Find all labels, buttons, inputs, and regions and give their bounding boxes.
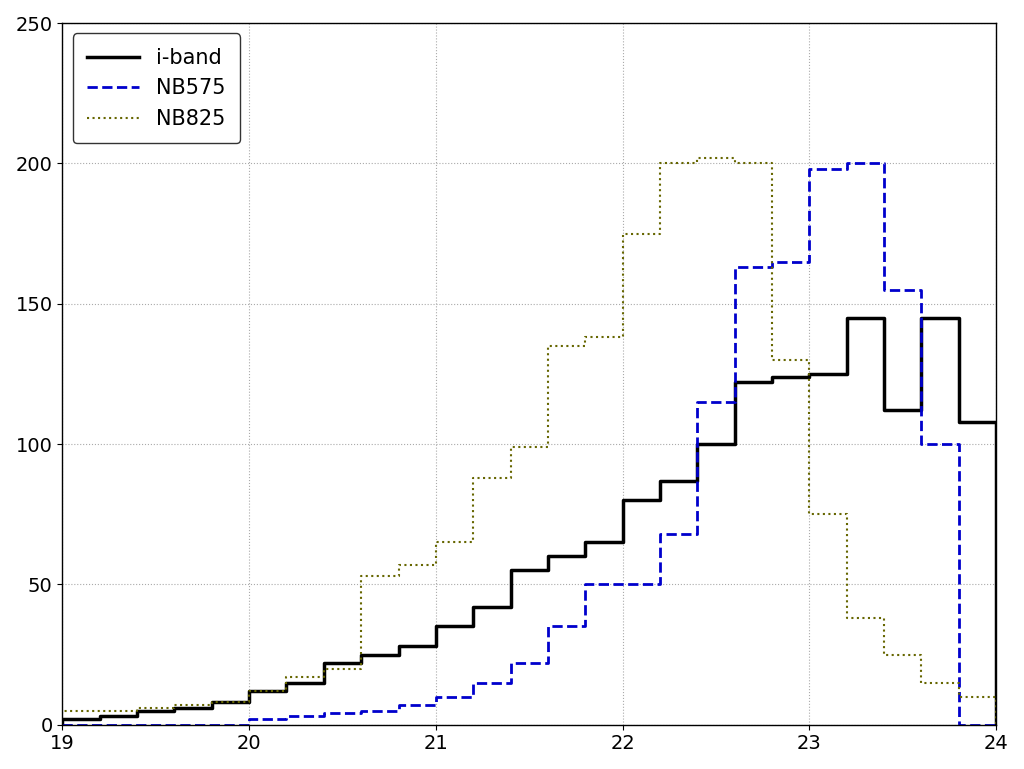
- NB575: [131, 720, 143, 729]
- NB575: [56, 720, 69, 729]
- NB575: [990, 720, 1002, 729]
- Line: i-band: i-band: [62, 318, 996, 724]
- i-band: [616, 495, 629, 504]
- NB825: [691, 153, 703, 162]
- NB575: [841, 158, 853, 168]
- NB575: [392, 706, 404, 715]
- NB825: [616, 229, 629, 238]
- i-band: [392, 650, 404, 659]
- NB825: [990, 720, 1002, 729]
- i-band: [841, 313, 853, 322]
- Legend: i-band, NB575, NB825: i-band, NB575, NB825: [73, 34, 241, 144]
- NB825: [653, 158, 666, 168]
- NB575: [616, 580, 629, 589]
- NB575: [505, 678, 517, 687]
- i-band: [505, 602, 517, 611]
- NB825: [392, 571, 404, 581]
- Line: NB575: NB575: [62, 163, 996, 724]
- NB575: [952, 439, 965, 448]
- i-band: [653, 476, 666, 485]
- NB575: [653, 529, 666, 538]
- i-band: [56, 720, 69, 729]
- Line: NB825: NB825: [62, 158, 996, 724]
- i-band: [131, 711, 143, 721]
- i-band: [990, 720, 1002, 729]
- NB825: [131, 706, 143, 715]
- i-band: [952, 313, 965, 322]
- NB825: [56, 720, 69, 729]
- NB825: [505, 473, 517, 482]
- NB825: [952, 678, 965, 687]
